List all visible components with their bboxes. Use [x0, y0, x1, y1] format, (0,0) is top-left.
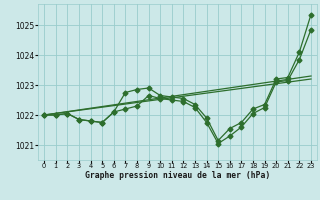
X-axis label: Graphe pression niveau de la mer (hPa): Graphe pression niveau de la mer (hPa) — [85, 171, 270, 180]
